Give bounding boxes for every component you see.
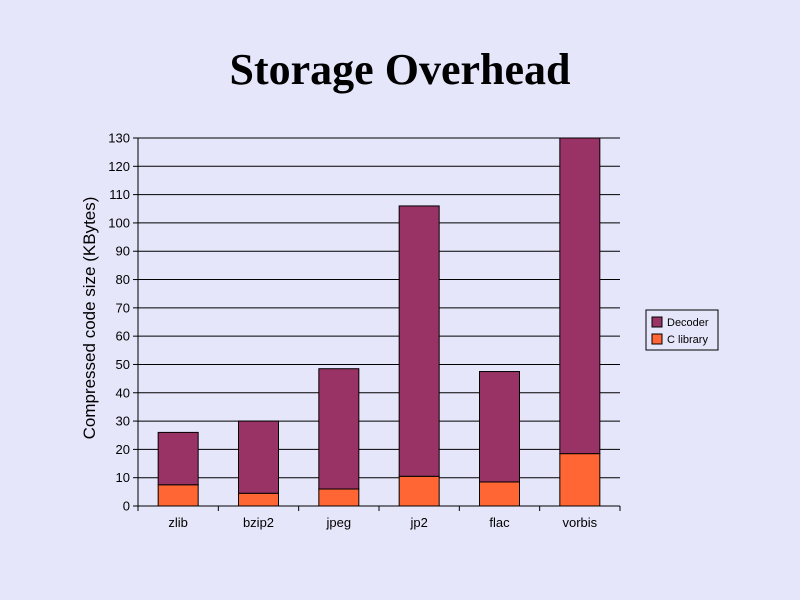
y-tick-label: 80: [116, 272, 130, 287]
y-axis-label: Compressed code size (KBytes): [80, 197, 99, 440]
bar-flac-c-library: [479, 481, 520, 507]
bar-jp2-decoder: [398, 205, 440, 477]
legend-swatch: [651, 316, 663, 328]
y-tick-label: 20: [116, 442, 130, 457]
bar-zlib-c-library: [157, 484, 199, 507]
x-tick-labels: zlib bzip2 jpeg jp2 flac vorbis: [168, 515, 597, 530]
bar-jpeg-decoder: [318, 368, 360, 490]
legend-label: Decoder: [667, 317, 709, 329]
y-tick-labels: 0 10 20 30 40 50 60 70 80 90 100 110 120 130: [108, 131, 130, 514]
bars: [157, 137, 601, 507]
x-tick-label: zlib: [168, 515, 188, 530]
chart-title: Storage Overhead: [229, 45, 571, 94]
y-tick-label: 50: [116, 357, 130, 372]
bar-vorbis-c-library: [559, 453, 601, 507]
y-tick-label: 30: [116, 414, 130, 429]
x-tick-label: jp2: [409, 515, 427, 530]
y-tick-label: 110: [109, 187, 130, 202]
y-tick-label: 70: [116, 300, 130, 315]
bar-bzip2-decoder: [238, 420, 279, 494]
legend: Decoder C library: [645, 309, 719, 351]
y-tick-label: 130: [108, 131, 130, 146]
bar-jp2-c-library: [398, 475, 440, 507]
y-tick-label: 100: [108, 215, 130, 230]
axes: [133, 137, 621, 511]
x-tick-label: bzip2: [243, 515, 274, 530]
x-tick-label: jpeg: [326, 515, 352, 530]
legend-swatch: [651, 333, 663, 345]
y-tick-label: 120: [108, 159, 130, 174]
bar-bzip2-c-library: [238, 492, 279, 507]
gridlines: [138, 137, 620, 479]
y-tick-label: 0: [123, 499, 130, 514]
legend-label: C library: [667, 334, 708, 346]
bar-jpeg-c-library: [318, 488, 360, 507]
x-tick-label: flac: [489, 515, 510, 530]
y-tick-label: 90: [116, 244, 130, 259]
bar-vorbis-decoder: [559, 137, 601, 455]
y-tick-label: 60: [116, 329, 130, 344]
y-tick-label: 40: [116, 385, 130, 400]
bar-zlib-decoder: [157, 431, 199, 486]
y-tick-label: 10: [116, 470, 130, 485]
bar-flac-decoder: [479, 371, 520, 483]
x-tick-label: vorbis: [562, 515, 597, 530]
